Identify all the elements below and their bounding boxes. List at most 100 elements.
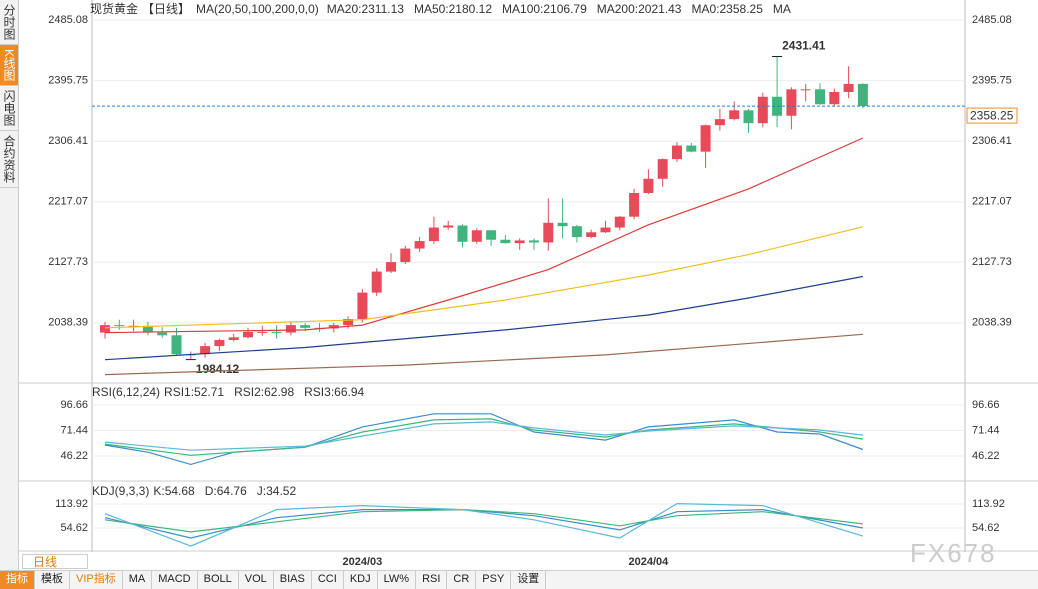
toolbar-button[interactable]: CR [447, 571, 477, 589]
toolbar-button[interactable]: VOL [239, 571, 274, 589]
candle-body [800, 89, 811, 91]
toolbar-button[interactable]: 设置 [511, 571, 547, 589]
candle-body [414, 241, 425, 249]
indicator-line [104, 508, 863, 533]
candle-body [328, 325, 339, 329]
x-tick-label: 2024/03 [343, 556, 383, 568]
toolbar-button[interactable]: 指标 [0, 571, 35, 589]
candle-body [228, 337, 239, 341]
y-tick-label: 2306.41 [48, 135, 88, 147]
candle-body [529, 240, 539, 243]
candle-body [257, 331, 268, 333]
indicator-line [104, 413, 864, 466]
y-tick-label: 96.66 [60, 399, 88, 411]
tab[interactable]: K线图 [0, 45, 18, 87]
candle-body [729, 110, 740, 120]
candle-body [285, 325, 296, 333]
last-price-label: 2358.25 [970, 108, 1014, 122]
last-price-box [966, 107, 1018, 124]
indicator-line [104, 333, 863, 376]
toolbar-button[interactable]: MACD [152, 571, 198, 589]
candle-body [600, 227, 611, 233]
toolbar-button[interactable]: LW% [378, 571, 417, 589]
toolbar-button[interactable]: BIAS [274, 571, 312, 589]
legend-text: MA100:2106.79 [502, 2, 587, 16]
x-tick-label: 2024/04 [629, 556, 670, 568]
legend-text: MA50:2180.12 [414, 2, 492, 16]
candle-body [514, 240, 525, 244]
y-tick-label: 2306.41 [972, 135, 1012, 147]
candle-body [243, 331, 253, 338]
toolbar-button[interactable]: KDJ [344, 571, 378, 589]
candle-body [672, 145, 682, 160]
y-tick-label: 54.62 [972, 522, 1000, 534]
legend-text: MA200:2021.43 [597, 2, 682, 16]
candle-body [200, 346, 211, 355]
candle-body [100, 325, 110, 333]
tab[interactable]: 合约资料 [0, 131, 18, 189]
tab[interactable]: 分时图 [0, 0, 18, 45]
tab[interactable]: 闪电图 [0, 86, 18, 132]
candle-body [371, 271, 382, 293]
candle-body [500, 239, 511, 244]
toolbar-button[interactable]: BOLL [198, 571, 239, 589]
candle-body [657, 159, 668, 179]
y-tick-label: 46.22 [60, 450, 88, 462]
toolbar-button[interactable]: MA [123, 571, 153, 589]
indicator-line [104, 421, 863, 451]
candle-body [428, 227, 439, 242]
toolbar-button[interactable]: RSI [416, 571, 448, 589]
candle-body [157, 332, 168, 336]
legend-text: RSI1:52.71 [164, 385, 224, 399]
low-label: 1984.12 [196, 362, 240, 376]
chart: 2485.08 2485.08 2395.75 2395.75 2306.41 2306.… [18, 0, 1038, 568]
legend-text: MA(20,50,100,200,0,0) [196, 2, 319, 16]
candle-body [457, 225, 468, 242]
candle-body [700, 125, 711, 152]
y-tick-label: 2395.75 [972, 75, 1012, 87]
candle-body [571, 226, 582, 238]
candle-body [543, 222, 554, 243]
legend-text: K:54.68 [153, 484, 195, 498]
candle-body [686, 145, 697, 152]
candle-body [400, 248, 411, 263]
candle-body [614, 216, 625, 228]
toolbar-button[interactable]: CCI [312, 571, 344, 589]
candle-body [757, 96, 768, 124]
y-tick-label: 71.44 [60, 424, 88, 436]
legend-text: D:64.76 [205, 484, 247, 498]
y-tick-label: 2127.73 [972, 256, 1012, 268]
toolbar-button[interactable]: VIP指标 [70, 571, 123, 589]
candle-body [743, 110, 754, 124]
candle-body [643, 178, 654, 193]
legend-text: MA [773, 2, 791, 16]
candle-body [386, 262, 396, 272]
toolbar: 指标 模板 VIP指标 MA MACD BOLL VOL BIAS CCI KDJ LW% RSI CR… [0, 570, 1038, 589]
y-tick-label: 2038.39 [972, 317, 1012, 329]
legend-text: MA0:2358.25 [691, 2, 763, 16]
candle-body [486, 230, 497, 240]
candle-body [142, 325, 153, 333]
y-tick-label: 2217.07 [972, 196, 1012, 208]
indicator-line [104, 137, 864, 334]
y-tick-label: 46.22 [972, 450, 1000, 462]
indicator-line [104, 275, 864, 361]
legend-text: 现货黄金 [90, 1, 138, 16]
candle-body [300, 325, 311, 328]
y-tick-label: 2485.08 [972, 14, 1012, 26]
candle-body [114, 325, 125, 327]
y-tick-label: 2127.73 [48, 256, 88, 268]
candle-body [443, 225, 454, 228]
candle-body [171, 335, 182, 355]
y-tick-label: 71.44 [972, 424, 1000, 436]
candle-body [857, 83, 868, 107]
candle-body [815, 89, 825, 105]
y-tick-label: 113.92 [55, 498, 88, 510]
legend-text: KDJ(9,3,3) [92, 484, 149, 498]
y-tick-label: 2038.39 [48, 317, 88, 329]
toolbar-button[interactable]: 模板 [35, 571, 70, 589]
toolbar-button[interactable]: PSY [476, 571, 512, 589]
candle-body [629, 192, 640, 217]
side-tabs: 分时图 K线图 闪电图 合约资料 [0, 0, 19, 570]
period-select[interactable]: 日线 [22, 554, 88, 569]
